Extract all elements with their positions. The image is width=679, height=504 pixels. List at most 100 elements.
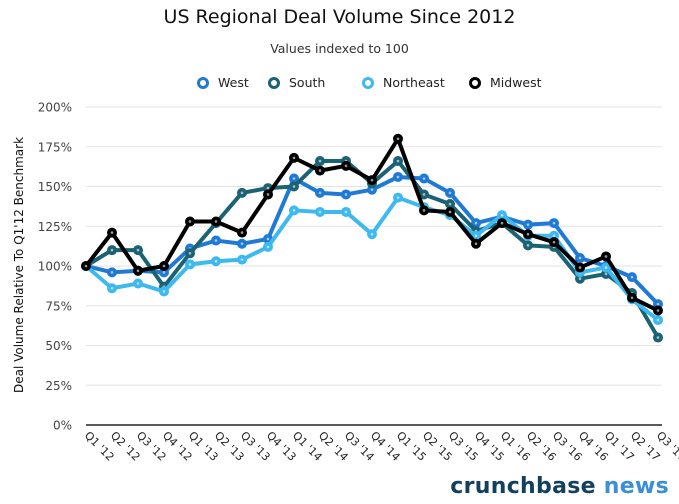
data-point-center [604, 272, 608, 276]
data-point-center [526, 232, 530, 236]
data-point-center [136, 269, 140, 273]
data-point-center [396, 196, 400, 199]
data-point-center [526, 223, 530, 226]
data-point-center [318, 191, 322, 195]
legend-item-northeast[interactable]: Northeast [362, 75, 445, 90]
crunchbase-news-logo: crunchbase news [450, 474, 669, 499]
data-point-center [630, 296, 634, 300]
data-point-center [552, 240, 556, 244]
data-point-center [422, 193, 426, 196]
y-tick-label: 75% [45, 299, 72, 313]
data-point-center [656, 336, 660, 339]
y-tick-label: 175% [38, 140, 72, 154]
y-tick-label: 25% [45, 379, 72, 393]
data-point-center [344, 210, 348, 214]
data-point-center [474, 221, 478, 225]
data-point-center [292, 177, 296, 180]
data-point-center [266, 186, 270, 190]
legend-item-south[interactable]: South [268, 75, 325, 90]
data-point-center [422, 209, 426, 212]
series-lines [81, 133, 663, 343]
data-point-center [162, 290, 166, 293]
data-point-center [292, 209, 296, 212]
chart-title: US Regional Deal Volume Since 2012 [163, 6, 516, 28]
data-point-center [370, 178, 374, 182]
data-point-center [266, 237, 270, 241]
data-point-center [474, 234, 478, 238]
data-point-center [500, 213, 504, 217]
y-tick-label: 125% [38, 220, 72, 234]
legend-label: Northeast [383, 75, 445, 90]
legend-marker-icon [197, 76, 209, 89]
data-point-center [448, 202, 452, 206]
data-point-center [214, 220, 218, 223]
data-point-center [110, 248, 114, 252]
data-point-center [422, 177, 426, 180]
data-point-center [578, 277, 582, 281]
data-point-center [162, 264, 166, 268]
data-point-center [240, 231, 244, 234]
data-point-center [136, 248, 140, 252]
data-point-center [552, 234, 556, 238]
y-tick-label: 50% [45, 339, 72, 353]
y-tick-label: 100% [38, 260, 72, 274]
series-midwest [81, 133, 663, 316]
chart-subtitle: Values indexed to 100 [270, 41, 409, 56]
data-point-center [656, 318, 660, 322]
data-point-center [396, 137, 400, 141]
legend-label: Midwest [490, 75, 542, 90]
data-point-center [240, 258, 244, 261]
data-point-center [188, 251, 192, 255]
data-point-center [84, 264, 88, 268]
data-point-center [110, 231, 114, 234]
legend-marker-icon [469, 76, 481, 89]
data-point-center [110, 271, 114, 274]
data-point-center [240, 191, 244, 195]
data-point-center [474, 242, 478, 246]
data-point-center [318, 159, 322, 163]
legend-marker-icon [268, 76, 280, 89]
data-point-center [656, 302, 660, 306]
data-point-center [370, 188, 374, 191]
data-point-center [344, 164, 348, 168]
logo-text-crunchbase: crunchbase [450, 474, 596, 499]
y-tick-label: 0% [53, 419, 72, 433]
data-point-center [110, 286, 114, 290]
data-point-center [370, 232, 374, 236]
data-point-center [240, 242, 244, 246]
data-point-center [448, 191, 452, 195]
data-point-center [266, 245, 270, 249]
data-point-center [188, 263, 192, 266]
data-point-center [188, 220, 192, 223]
data-point-center [292, 156, 296, 160]
data-point-center [344, 193, 348, 196]
y-tick-label: 150% [38, 180, 72, 194]
data-point-center [396, 175, 400, 179]
data-point-center [214, 239, 218, 242]
data-point-center [396, 159, 400, 163]
data-point-center [318, 169, 322, 172]
data-point-center [578, 266, 582, 269]
legend-label: South [289, 75, 326, 90]
data-point-center [266, 193, 270, 196]
legend-label: West [218, 75, 249, 90]
legend-marker-icon [362, 76, 374, 89]
data-point-center [630, 275, 634, 279]
data-point-center [656, 309, 660, 312]
y-axis-ticks: 0% 25% 50% 75% 100% 125% 150% 175% 200% [38, 101, 72, 433]
legend: West South Northeast Midwest [0, 75, 679, 95]
data-point-center [604, 266, 608, 269]
data-point-center [318, 210, 322, 214]
legend-item-midwest[interactable]: Midwest [469, 75, 542, 90]
data-point-center [214, 259, 218, 263]
data-point-center [136, 282, 140, 285]
data-point-center [500, 221, 504, 225]
legend-item-west[interactable]: West [197, 75, 249, 90]
logo-text-news: news [603, 474, 669, 499]
y-axis-label: Deal Volume Relative To Q1'12 Benchmark [12, 137, 26, 393]
data-point-center [448, 210, 452, 214]
y-tick-label: 200% [38, 101, 72, 115]
data-point-center [552, 221, 556, 225]
